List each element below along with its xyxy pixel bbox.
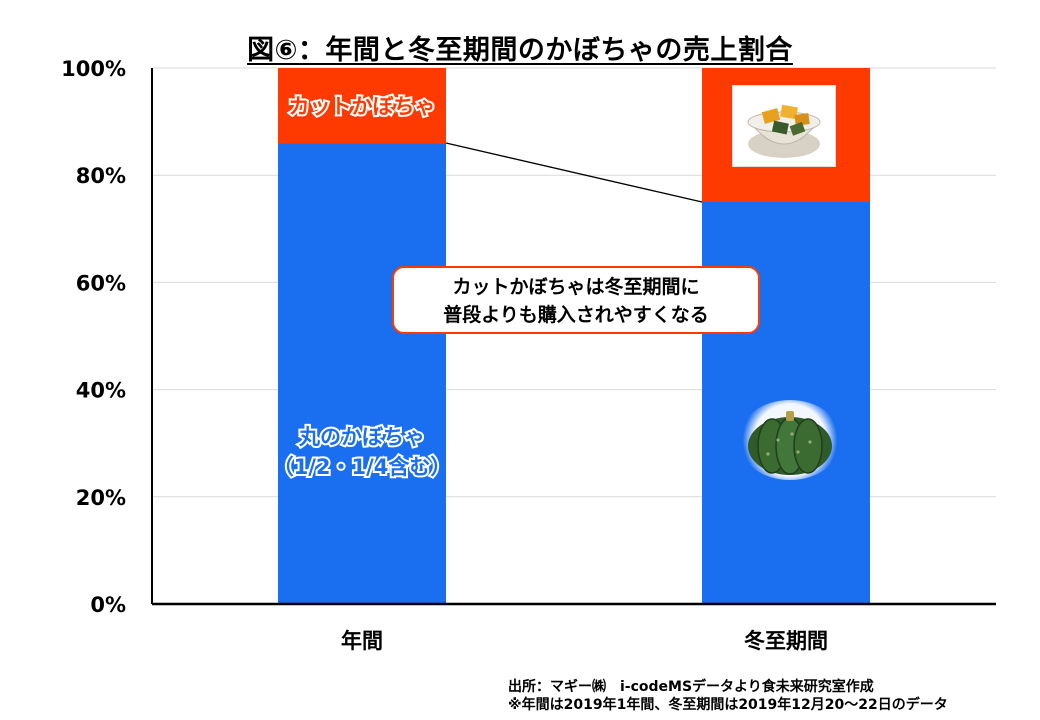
y-tick-label: 60% xyxy=(76,271,126,295)
whole-pumpkin-sublabel: （1/2・1/4含む） xyxy=(273,455,452,479)
y-tick-label: 0% xyxy=(90,593,126,617)
connector-line xyxy=(445,142,703,203)
bar-cut xyxy=(278,68,446,144)
callout-line-1: カットかぼちゃは冬至期間に xyxy=(452,276,700,298)
whole-pumpkin-label: 丸のかぼちゃ xyxy=(298,425,425,449)
y-tick-label: 100% xyxy=(61,57,126,81)
cut-pumpkin-label: カットかぼちゃ xyxy=(289,95,436,119)
cut-pumpkin-photo-icon xyxy=(732,85,836,167)
y-tick-label: 80% xyxy=(76,164,126,188)
whole-pumpkin-icon xyxy=(738,400,842,480)
y-tick-label: 40% xyxy=(76,379,126,403)
data-period-note: ※年間は2019年1年間、冬至期間は2019年12月20～22日のデータ xyxy=(508,697,948,713)
x-tick-label: 冬至期間 xyxy=(744,629,828,653)
bar-whole xyxy=(278,143,446,605)
x-tick-label: 年間 xyxy=(341,629,383,653)
chart-title: 図⑥：年間と冬至期間のかぼちゃの売上割合 xyxy=(247,35,793,66)
source-note: 出所：マギー㈱ i-codeMSデータより食未来研究室作成 xyxy=(508,679,874,695)
y-tick-label: 20% xyxy=(76,486,126,510)
annotation-callout: カットかぼちゃは冬至期間に 普段よりも購入されやすくなる xyxy=(392,266,760,334)
callout-line-2: 普段よりも購入されやすくなる xyxy=(443,304,709,326)
